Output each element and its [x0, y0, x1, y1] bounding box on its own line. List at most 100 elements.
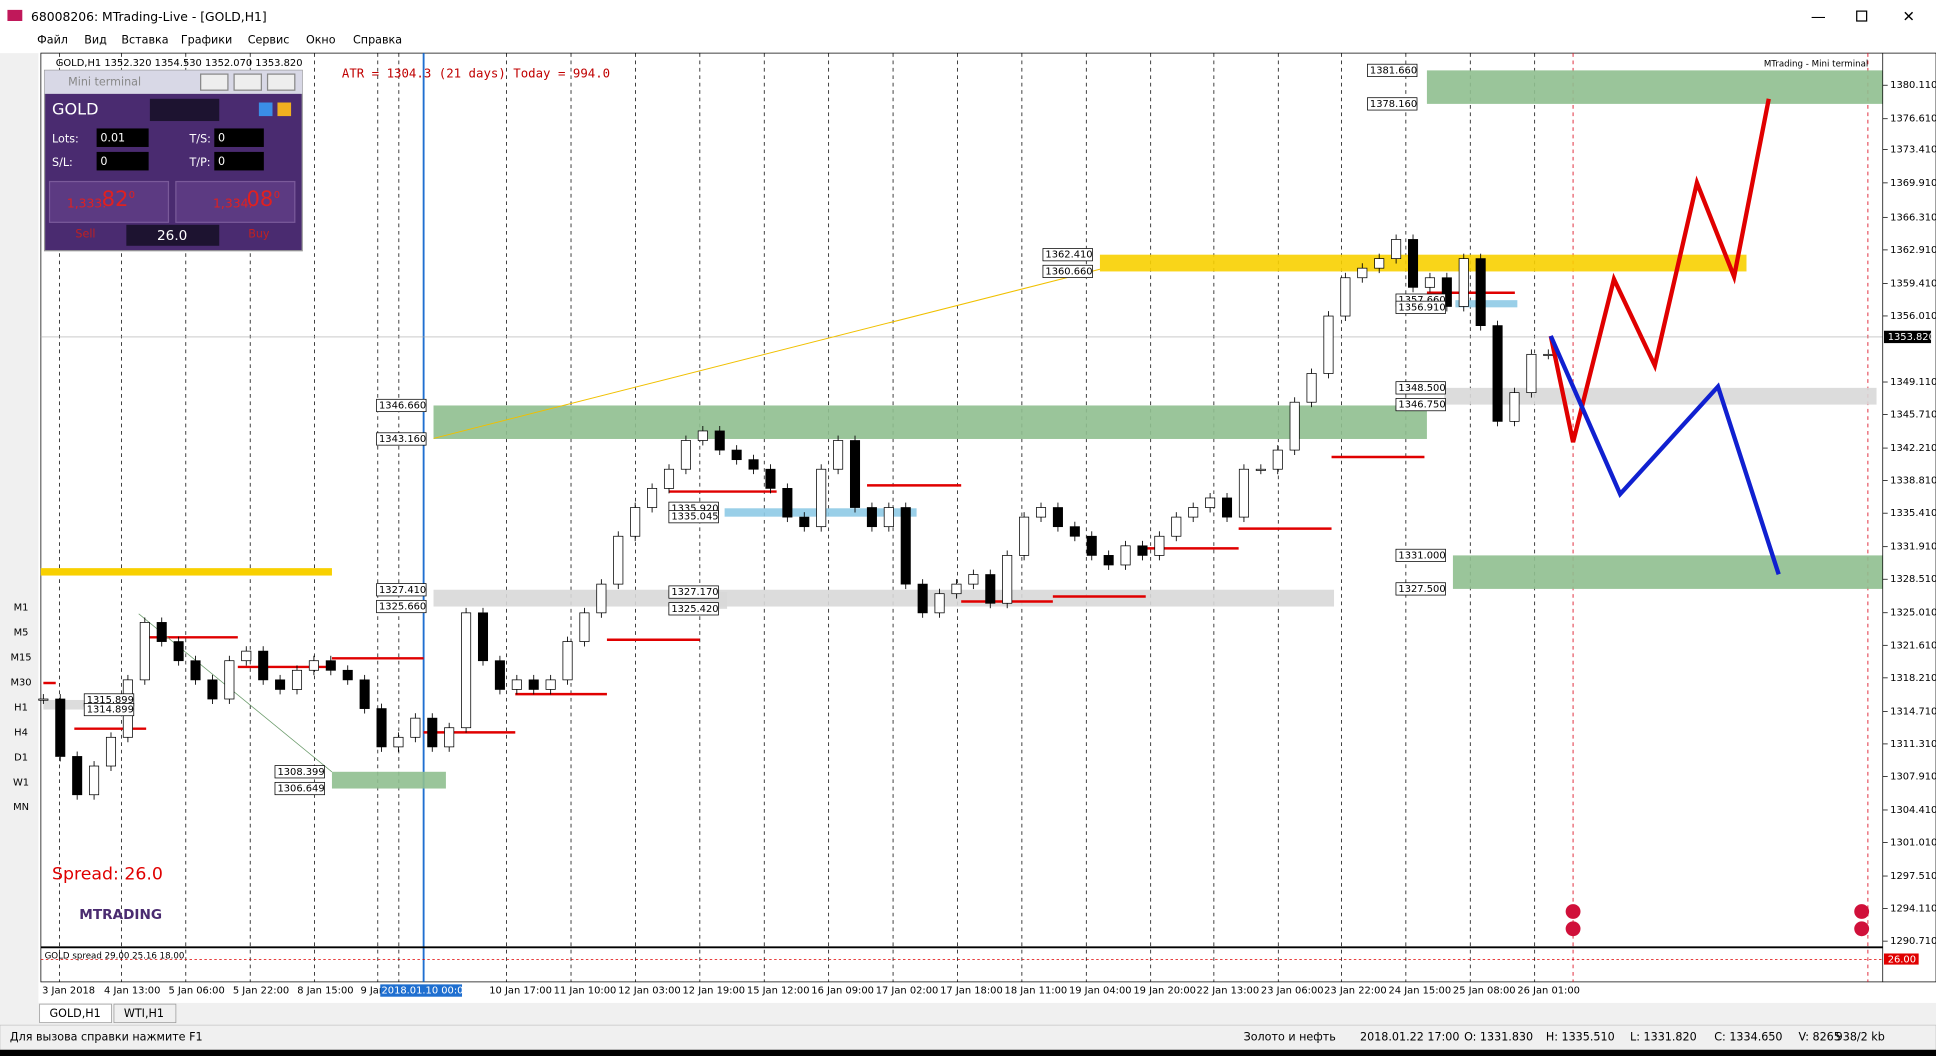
- sell-sup: 0: [129, 190, 135, 201]
- level-label: 1306.649: [277, 784, 324, 795]
- ts-input[interactable]: [214, 128, 264, 147]
- alert-icon[interactable]: [1565, 921, 1581, 937]
- candle: [1103, 555, 1114, 566]
- time-label: 19 Jan 20:00: [1133, 986, 1196, 997]
- buy-button[interactable]: [175, 180, 296, 223]
- current-price: 1353.820: [1888, 332, 1935, 343]
- time-label: 3 Jan 2018: [42, 986, 95, 997]
- menu-item[interactable]: Окно: [306, 34, 336, 47]
- candle: [258, 650, 269, 681]
- app-icon: [7, 9, 23, 21]
- mini-close[interactable]: [266, 73, 296, 91]
- mini-symbol-box[interactable]: [149, 98, 220, 122]
- candle: [1154, 535, 1165, 556]
- menu-item[interactable]: Графики: [181, 34, 232, 47]
- time-label: 23 Jan 22:00: [1324, 986, 1387, 997]
- mini-max[interactable]: [233, 73, 262, 91]
- alert-icon[interactable]: [1854, 921, 1870, 937]
- level-label-box: [1395, 381, 1446, 395]
- timeframe[interactable]: MN: [13, 802, 29, 813]
- candle: [1475, 258, 1486, 326]
- level-label: 1335.045: [671, 512, 718, 523]
- tab[interactable]: [39, 1003, 112, 1024]
- timeframe[interactable]: W1: [13, 777, 29, 788]
- candle: [291, 669, 303, 690]
- timeframe[interactable]: H1: [14, 702, 28, 713]
- candle: [410, 717, 421, 738]
- candle: [1238, 468, 1249, 518]
- candle: [461, 612, 472, 729]
- tab-label: GOLD,H1: [50, 1007, 101, 1020]
- menu-item[interactable]: Вставка: [121, 34, 168, 47]
- price-label: 1301.010: [1890, 838, 1936, 849]
- maximize[interactable]: [1856, 10, 1868, 22]
- candle: [1222, 497, 1233, 518]
- candle: [714, 430, 725, 451]
- level-label-box: [376, 432, 427, 446]
- status-item: 938/2 kb: [1836, 1030, 1885, 1043]
- level-label: 1357.660: [1398, 295, 1445, 306]
- candle: [985, 574, 996, 604]
- candle: [1120, 545, 1131, 566]
- timeframe[interactable]: M15: [10, 653, 31, 664]
- candle: [647, 488, 658, 508]
- timeframe[interactable]: M30: [10, 678, 31, 689]
- status-bar: [0, 1024, 1936, 1051]
- candle: [697, 430, 708, 441]
- time-label: 12 Jan 19:00: [682, 986, 745, 997]
- candle: [1002, 555, 1013, 604]
- timeframe[interactable]: M5: [14, 628, 29, 639]
- close[interactable]: ✕: [1903, 8, 1915, 25]
- time-label: 16 Jan 09:00: [811, 986, 874, 997]
- candle: [1526, 353, 1537, 394]
- timeframe[interactable]: M1: [14, 603, 29, 614]
- candle: [1391, 239, 1402, 259]
- status-item: C: 1334.650: [1714, 1030, 1782, 1043]
- bottom-strip: [0, 1049, 1936, 1056]
- menu-item[interactable]: Файл: [37, 34, 68, 47]
- candle: [376, 708, 387, 748]
- timeframe[interactable]: D1: [14, 752, 28, 763]
- settings2[interactable]: [277, 102, 292, 117]
- time-highlight: [380, 984, 463, 997]
- tab[interactable]: [113, 1003, 177, 1024]
- candle: [1306, 373, 1317, 403]
- price-label: 1356.010: [1890, 311, 1936, 322]
- lots-value: 0.01: [100, 131, 125, 144]
- price-label: 1338.810: [1890, 476, 1936, 487]
- sub-value-box: [1883, 953, 1919, 965]
- minimize[interactable]: —: [1811, 8, 1826, 25]
- timeframe[interactable]: H4: [14, 727, 28, 738]
- candle: [427, 717, 438, 748]
- level-label: 1325.660: [379, 602, 426, 613]
- mini-min[interactable]: [200, 73, 229, 91]
- settings[interactable]: [258, 102, 273, 117]
- sl-label: S/L:: [52, 156, 73, 169]
- buy-small: 1,334.: [213, 196, 252, 210]
- price-label: 1342.210: [1890, 443, 1936, 454]
- alert-icon[interactable]: [1565, 904, 1581, 919]
- price-label: 1290.710: [1890, 936, 1936, 947]
- trend-line: [138, 613, 333, 773]
- candle: [224, 660, 235, 700]
- zone: [1452, 555, 1883, 589]
- sell-label: Sell: [75, 228, 95, 241]
- time-label: 5 Jan 22:00: [233, 986, 289, 997]
- price-label: 1294.110: [1890, 904, 1936, 915]
- lots-input[interactable]: [96, 128, 149, 147]
- zone: [1099, 254, 1747, 272]
- sell-button[interactable]: [48, 180, 170, 223]
- spread-box: [126, 224, 220, 246]
- sl-input[interactable]: [96, 151, 149, 171]
- alert-icon[interactable]: [1854, 904, 1870, 919]
- chart-area: [38, 53, 1883, 982]
- menu-item[interactable]: Справка: [353, 34, 402, 47]
- candle: [1492, 325, 1503, 422]
- tp-input[interactable]: [214, 151, 264, 171]
- candle: [579, 612, 590, 642]
- candle: [55, 698, 66, 757]
- mini-terminal: Mini terminal GOLD Lots: 0.01 T/S: 0 S/L…: [43, 69, 303, 252]
- menu-item[interactable]: Сервис: [248, 34, 290, 47]
- candle: [849, 440, 861, 508]
- menu-item[interactable]: Вид: [84, 34, 107, 47]
